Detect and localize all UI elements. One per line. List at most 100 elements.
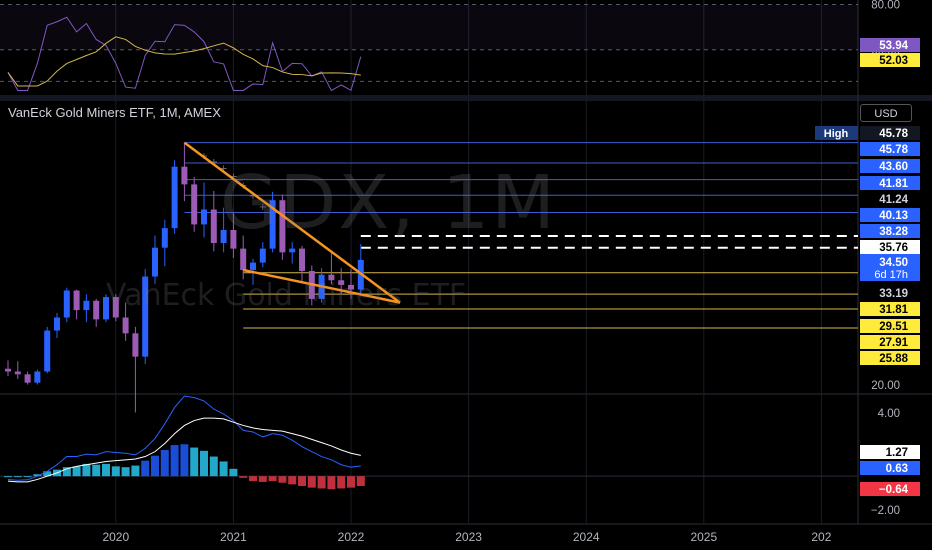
- currency-button[interactable]: USD: [860, 104, 912, 122]
- support-price-label: 31.81: [879, 304, 908, 316]
- macd-histogram-bar: [288, 476, 297, 485]
- time-tick-label: 2020: [102, 530, 129, 544]
- fib-price-label-bg: [860, 224, 920, 238]
- support-price-label: 27.91: [879, 337, 908, 349]
- macd-value-label-bg: [860, 461, 920, 475]
- candle-body: [142, 276, 149, 357]
- macd-histogram-bar: [151, 455, 159, 477]
- macd-hist-value-label-bg: [860, 482, 920, 496]
- projection-mark: +: [259, 202, 267, 213]
- candle-body: [348, 284, 354, 290]
- macd-histogram-bar: [337, 476, 346, 489]
- trendline: [183, 141, 401, 304]
- candle-body: [34, 371, 41, 383]
- candle-body: [338, 280, 345, 285]
- price-axis[interactable]: 80.0060.0053.9452.03High45.7845.7843.604…: [815, 0, 920, 517]
- macd-histogram-bar: [356, 476, 365, 486]
- candle-body: [44, 330, 51, 372]
- rsi-tick-label: 80.00: [871, 0, 900, 12]
- macd-signal-value-label-bg: [860, 445, 920, 459]
- candle-body: [259, 248, 266, 263]
- macd-histogram-bar: [190, 447, 199, 477]
- fib-price-label: 38.28: [879, 226, 908, 238]
- fib-price-label-bg: [860, 176, 920, 190]
- candle-body: [5, 368, 11, 372]
- trendline: [242, 268, 401, 304]
- macd-histogram-bar: [278, 476, 287, 483]
- macd-histogram-bar: [170, 445, 179, 477]
- high-tag: High: [824, 128, 849, 140]
- macd-histogram-bar: [72, 466, 81, 477]
- chart-title: VanEck Gold Miners ETF, 1M, AMEX: [8, 105, 221, 120]
- macd-histogram-bar: [160, 450, 169, 477]
- macd-histogram-bar: [249, 476, 257, 482]
- macd-histogram-bar: [33, 474, 42, 477]
- rsi-value-label-bg: [860, 38, 920, 52]
- candle-body: [220, 230, 227, 244]
- candle-body: [112, 297, 119, 318]
- macd-histogram-bar: [43, 471, 52, 477]
- macd-histogram-bar: [141, 460, 150, 477]
- time-tick-label: 2025: [690, 530, 717, 544]
- last-price-bg: [860, 254, 920, 281]
- macd-histogram-bar: [219, 461, 228, 477]
- time-tick-label: 202: [811, 530, 831, 544]
- macd-histogram-bar: [200, 450, 208, 477]
- grid-lines: [0, 0, 932, 525]
- support-price-label-bg: [860, 302, 920, 316]
- fib-price-label-bg: [860, 159, 920, 173]
- macd-value-label: 0.63: [886, 463, 908, 475]
- projection-mark: +: [219, 164, 227, 175]
- dashed-price-label-bg: [860, 240, 920, 254]
- macd-histogram-bar: [327, 476, 336, 490]
- candle-body: [210, 209, 217, 244]
- fib-price-label: 41.81: [879, 178, 908, 190]
- countdown-label: 6d 17h: [874, 269, 908, 281]
- macd-pane: [0, 395, 858, 490]
- rsi-band: [0, 4, 858, 50]
- candle-body: [201, 209, 207, 225]
- macd-histogram-bar: [298, 476, 306, 486]
- candle-body: [328, 274, 335, 281]
- price-high-label: 45.78: [879, 128, 908, 140]
- macd-histogram-bar: [229, 468, 238, 477]
- high-tag-bg: [815, 126, 858, 140]
- macd-histogram-bar: [111, 466, 120, 477]
- macd-histogram-bar: [239, 476, 248, 478]
- macd-hist-value-label: −0.64: [879, 484, 909, 496]
- fib-price-label-bg: [860, 208, 920, 222]
- candle-body: [14, 371, 21, 375]
- price-high-label-bg: [860, 126, 920, 140]
- candle-body: [103, 297, 109, 320]
- candle-body: [279, 200, 286, 253]
- price-label: 33.19: [879, 288, 908, 300]
- time-tick-label: 2022: [338, 530, 365, 544]
- rsi-value-label: 53.94: [879, 40, 908, 52]
- price-pane[interactable]: +++++++++: [5, 141, 858, 413]
- candle-body: [240, 248, 247, 271]
- fib-price-label-bg: [860, 142, 920, 156]
- candle-body: [230, 230, 237, 249]
- candle-body: [122, 317, 129, 334]
- candle-body: [152, 247, 158, 277]
- candle-body: [132, 333, 139, 357]
- price-label-bg: [860, 286, 920, 300]
- macd-histogram-bar: [258, 476, 267, 482]
- macd-histogram-bar: [13, 476, 22, 478]
- candle-body: [93, 300, 100, 320]
- macd-histogram-bar: [307, 476, 316, 488]
- macd-histogram-bar: [4, 476, 12, 478]
- candle-body: [289, 248, 296, 253]
- macd-histogram-bar: [62, 467, 71, 477]
- macd-histogram-bar: [121, 467, 130, 477]
- price-label: 41.24: [879, 194, 908, 206]
- time-tick-label: 2021: [220, 530, 247, 544]
- macd-histogram-bar: [317, 476, 326, 489]
- macd-signal-line: [7, 417, 361, 483]
- time-tick-label: 2023: [455, 530, 482, 544]
- candle-body: [269, 200, 276, 249]
- time-axis[interactable]: 2020 2021 2022 2023 2024 2025 202: [102, 530, 831, 544]
- macd-histogram-bar: [131, 465, 140, 477]
- price-tick-label: 20.00: [871, 380, 900, 392]
